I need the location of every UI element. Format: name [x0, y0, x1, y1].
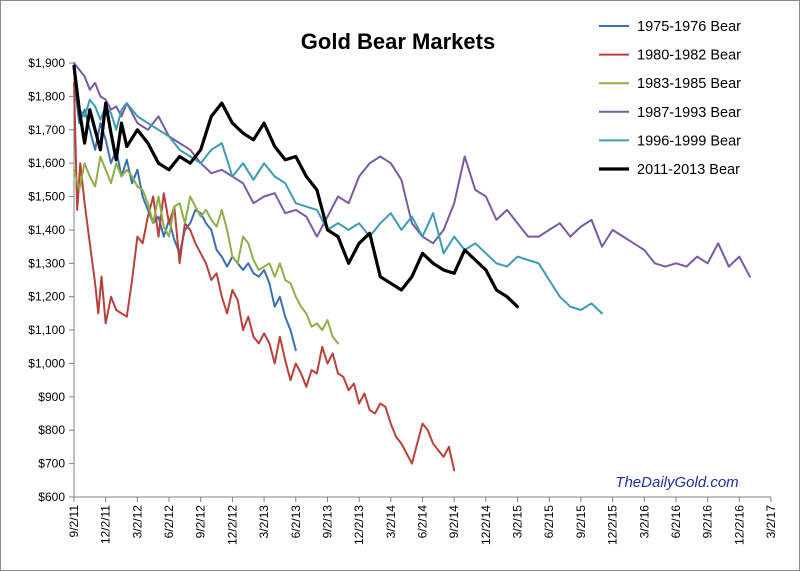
series-lines	[72, 62, 751, 472]
x-tick-label: 3/2/12	[130, 505, 144, 539]
legend-label: 1996-1999 Bear	[637, 133, 741, 149]
x-tick-label: 9/2/13	[320, 505, 334, 539]
y-axis-ticks: $600 $700 $800 $900 $1,000 $1,100 $1,200 $1,300…	[28, 56, 74, 504]
series-line-1996-1999-bear	[73, 68, 603, 315]
legend: 1975-1976 Bear 1980-1982 Bear 1983-1985 Be…	[599, 19, 741, 178]
y-tick-label: $1,200	[28, 290, 65, 304]
x-tick-label: 3/2/13	[257, 505, 271, 539]
legend-label: 1983-1985 Bear	[637, 76, 741, 92]
y-tick-label: $1,900	[28, 56, 65, 70]
x-tick-label: 9/2/16	[701, 505, 715, 539]
legend-label: 1975-1976 Bear	[637, 19, 741, 35]
y-tick-label: $1,500	[28, 190, 65, 204]
x-tick-label: 6/2/14	[416, 505, 430, 539]
x-tick-label: 3/2/14	[384, 505, 398, 539]
x-tick-label: 12/2/13	[352, 505, 366, 545]
y-tick-label: $1,400	[28, 223, 65, 237]
x-tick-label: 12/2/15	[606, 505, 620, 545]
x-tick-label: 3/2/15	[511, 505, 525, 539]
x-axis-ticks: 9/2/11 12/2/11 3/2/12 6/2/12 9/2/12 12/2/12 3/…	[67, 497, 778, 545]
series-line-1987-1993-bear	[73, 62, 751, 278]
y-tick-label: $1,800	[28, 89, 65, 103]
x-tick-label: 12/2/16	[732, 505, 746, 545]
x-tick-label: 9/2/14	[447, 505, 461, 539]
x-tick-label: 3/2/16	[637, 505, 651, 539]
chart-title: Gold Bear Markets	[301, 29, 495, 54]
y-tick-label: $800	[38, 423, 65, 437]
series-line-1980-1982-bear	[73, 82, 456, 472]
y-tick-label: $900	[38, 390, 65, 404]
y-tick-label: $1,600	[28, 156, 65, 170]
x-tick-label: 6/2/13	[289, 505, 303, 539]
y-tick-label: $1,300	[28, 256, 65, 270]
series-line-1983-1985-bear	[73, 155, 339, 345]
x-tick-label: 12/2/12	[225, 505, 239, 545]
legend-label: 1980-1982 Bear	[637, 48, 741, 64]
x-tick-label: 12/2/14	[479, 505, 493, 545]
y-tick-label: $600	[38, 490, 65, 504]
x-tick-label: 9/2/11	[67, 505, 81, 538]
watermark-text: TheDailyGold.com	[615, 474, 738, 491]
y-tick-label: $700	[38, 457, 65, 471]
y-tick-label: $1,100	[28, 323, 65, 337]
y-tick-label: $1,700	[28, 123, 65, 137]
x-tick-label: 9/2/12	[194, 505, 208, 539]
legend-label: 2011-2013 Bear	[637, 162, 740, 178]
x-tick-label: 6/2/16	[669, 505, 683, 539]
x-tick-label: 6/2/12	[162, 505, 176, 539]
series-line-2011-2013-bear	[72, 64, 520, 309]
x-tick-label: 12/2/11	[99, 505, 113, 544]
x-tick-label: 9/2/15	[574, 505, 588, 539]
legend-label: 1987-1993 Bear	[637, 105, 741, 121]
x-tick-label: 6/2/15	[542, 505, 556, 539]
y-tick-label: $1,000	[28, 356, 65, 370]
x-tick-label: 3/2/17	[764, 505, 778, 539]
